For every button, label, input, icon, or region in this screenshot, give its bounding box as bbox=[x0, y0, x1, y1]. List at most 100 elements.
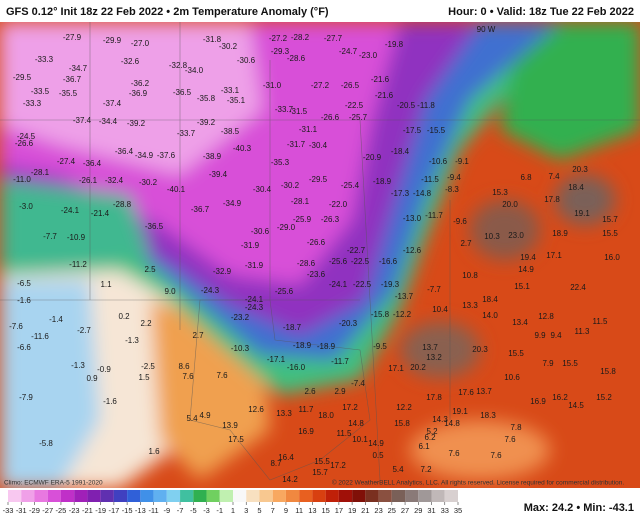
anomaly-value: -26.6 bbox=[15, 139, 34, 148]
colorbar-swatch bbox=[113, 490, 128, 502]
anomaly-value: -16.6 bbox=[379, 257, 398, 266]
anomaly-value: 22.4 bbox=[570, 283, 586, 292]
anomaly-value: -26.5 bbox=[341, 81, 360, 90]
colorbar-tick-label: 13 bbox=[308, 506, 316, 515]
anomaly-value: -23.0 bbox=[359, 51, 378, 60]
colorbar-tick-label: 35 bbox=[454, 506, 462, 515]
anomaly-value: -30.2 bbox=[281, 181, 300, 190]
anomaly-value: -29.3 bbox=[271, 47, 290, 56]
anomaly-value: -29.5 bbox=[309, 175, 328, 184]
anomaly-value: 11.5 bbox=[593, 317, 609, 326]
anomaly-value: 15.5 bbox=[562, 359, 578, 368]
anomaly-value: -2.5 bbox=[141, 362, 155, 371]
colorbar-swatch bbox=[193, 490, 207, 502]
anomaly-value: 2.5 bbox=[144, 265, 156, 274]
colorbar-swatch bbox=[391, 490, 406, 502]
anomaly-value: 15.5 bbox=[602, 229, 618, 238]
anomaly-value: -31.9 bbox=[245, 261, 264, 270]
warm-area bbox=[410, 420, 550, 480]
colorbar-swatch bbox=[352, 490, 366, 502]
anomaly-value: 15.8 bbox=[600, 367, 616, 376]
colorbar-tick-label: -29 bbox=[29, 506, 40, 515]
anomaly-value: -10.3 bbox=[231, 344, 250, 353]
anomaly-value: -24.1 bbox=[329, 280, 348, 289]
colorbar-tick-label: -3 bbox=[203, 506, 210, 515]
cool-area bbox=[0, 280, 100, 488]
colorbar-tick-label: 27 bbox=[401, 506, 409, 515]
anomaly-value: 15.2 bbox=[596, 393, 612, 402]
colorbar-tick-label: 19 bbox=[348, 506, 356, 515]
anomaly-value: 10.8 bbox=[462, 271, 478, 280]
anomaly-value: -31.0 bbox=[263, 81, 282, 90]
anomaly-value: -36.9 bbox=[129, 89, 148, 98]
anomaly-value: -39.4 bbox=[209, 170, 228, 179]
anomaly-value: -5.8 bbox=[39, 439, 53, 448]
anomaly-value: -38.9 bbox=[203, 152, 222, 161]
colorbar-tick-label: -15 bbox=[122, 506, 133, 515]
anomaly-value: 20.2 bbox=[410, 363, 426, 372]
anomaly-value: -11.7 bbox=[425, 211, 443, 220]
colorbar-swatch bbox=[259, 490, 273, 502]
anomaly-value: -3.0 bbox=[19, 202, 33, 211]
anomaly-value: -27.4 bbox=[57, 157, 76, 166]
anomaly-value: 1.5 bbox=[138, 373, 150, 382]
colorbar-tick-label: -25 bbox=[56, 506, 67, 515]
anomaly-value: 2.2 bbox=[140, 319, 152, 328]
anomaly-value: -30.4 bbox=[253, 185, 272, 194]
anomaly-value: -18.9 bbox=[293, 341, 312, 350]
anomaly-value: 17.8 bbox=[426, 393, 442, 402]
anomaly-value: 6.1 bbox=[418, 442, 430, 451]
anomaly-value: 14.5 bbox=[568, 401, 584, 410]
anomaly-value: -24.1 bbox=[245, 295, 264, 304]
anomaly-value: -21.6 bbox=[371, 75, 390, 84]
texas-outline bbox=[189, 299, 371, 481]
colorbar-tick-label: -7 bbox=[177, 506, 184, 515]
max-min: Max: 24.2 • Min: -43.1 bbox=[524, 502, 634, 514]
anomaly-value: 0.5 bbox=[372, 451, 384, 460]
anomaly-value: -27.9 bbox=[63, 33, 82, 42]
anomaly-value: -26.1 bbox=[79, 176, 98, 185]
anomaly-value: 19.1 bbox=[574, 209, 590, 218]
anomaly-value: 2.6 bbox=[304, 387, 316, 396]
colorbar-tick-label: -31 bbox=[16, 506, 27, 515]
colorbar-swatch bbox=[87, 490, 101, 502]
anomaly-value: 2.7 bbox=[192, 331, 204, 340]
anomaly-value: 7.9 bbox=[542, 359, 554, 368]
anomaly-value: -13.7 bbox=[395, 292, 414, 301]
anomaly-value: -22.5 bbox=[351, 257, 370, 266]
anomaly-value: -18.9 bbox=[317, 342, 336, 351]
anomaly-value: -30.6 bbox=[237, 56, 256, 65]
anomaly-value: -13.0 bbox=[403, 214, 422, 223]
anomaly-value: -34.4 bbox=[99, 117, 118, 126]
anomaly-value: -28.6 bbox=[287, 54, 306, 63]
anomaly-value: -12.6 bbox=[403, 246, 422, 255]
colorbar-swatch bbox=[166, 490, 181, 502]
climo-note: Climo: ECMWF ERA-5 1991-2020 bbox=[4, 480, 103, 487]
colorbar-swatch bbox=[60, 490, 75, 502]
colorbar-swatch bbox=[312, 490, 326, 502]
colorbar-tick-label: 25 bbox=[388, 506, 396, 515]
anomaly-value: 16.9 bbox=[530, 397, 546, 406]
anomaly-value: -18.4 bbox=[391, 147, 410, 156]
anomaly-value: -24.1 bbox=[61, 206, 80, 215]
anomaly-value: -28.1 bbox=[31, 168, 50, 177]
anomaly-value: -25.6 bbox=[329, 257, 348, 266]
anomaly-value: -1.3 bbox=[71, 361, 85, 370]
anomaly-value: 13.2 bbox=[426, 353, 442, 362]
anomaly-value: -20.9 bbox=[363, 153, 382, 162]
anomaly-value: -40.3 bbox=[233, 144, 252, 153]
title: GFS 0.12° Init 18z 22 Feb 2022 • 2m Temp… bbox=[6, 6, 329, 18]
anomaly-value: -17.1 bbox=[267, 355, 286, 364]
anomaly-value: -33.3 bbox=[23, 99, 42, 108]
anomaly-value: 16.9 bbox=[298, 427, 314, 436]
anomaly-value: -40.1 bbox=[167, 185, 186, 194]
anomaly-value: -21.4 bbox=[91, 209, 110, 218]
anomaly-value: -19.8 bbox=[385, 40, 404, 49]
colorbar-tick-label: -13 bbox=[135, 506, 146, 515]
anomaly-value: -9.4 bbox=[447, 173, 461, 182]
anomaly-value: -31.5 bbox=[289, 107, 308, 116]
hot-area bbox=[555, 175, 615, 225]
colorbar-swatch bbox=[219, 490, 233, 502]
colorbar-swatch bbox=[34, 490, 48, 502]
anomaly-value: 14.8 bbox=[348, 419, 364, 428]
